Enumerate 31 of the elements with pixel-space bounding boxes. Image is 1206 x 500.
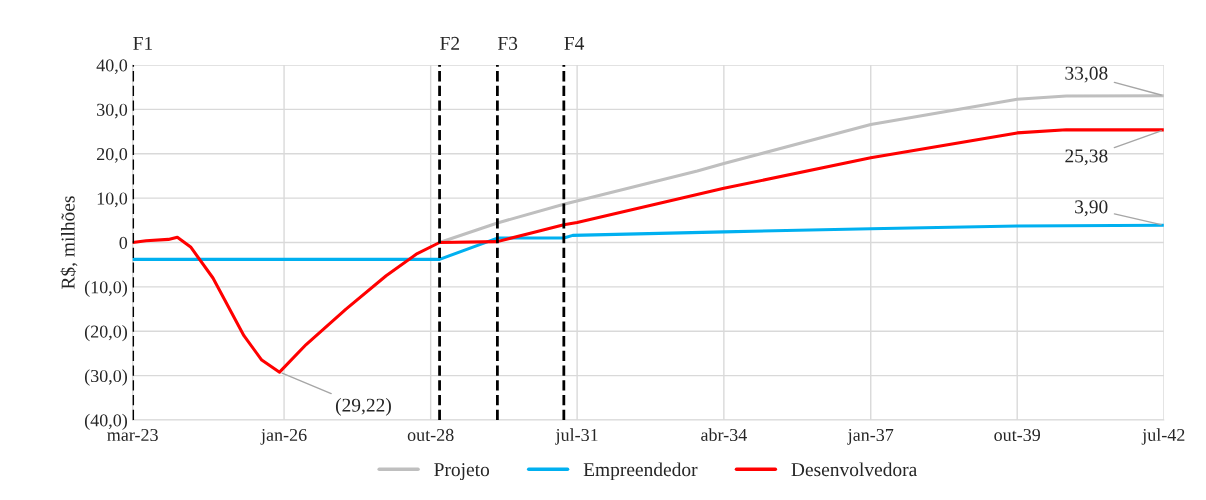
y-axis-title: R$, milhões: [60, 196, 78, 289]
ref-line-label: F1: [133, 36, 153, 50]
y-tick-label: 10,0: [97, 192, 128, 208]
annotation: 3,90: [1075, 200, 1108, 217]
y-tick-label: 40,0: [96, 59, 128, 75]
y-tick-label: 20,0: [96, 148, 128, 163]
line-series: [132, 128, 1164, 374]
ref-line-label: F4: [564, 36, 585, 50]
x-tick-label: jan-37: [847, 428, 894, 445]
x-tick-label: mar-23: [107, 428, 158, 442]
y-tick-label: 0: [119, 236, 128, 249]
ref-line-label: F3: [497, 36, 518, 50]
y-tick-label: (40,0): [84, 413, 128, 431]
annotation: (29,22): [335, 398, 391, 416]
x-tick-label: jul-31: [555, 428, 598, 445]
annotation: 33,08: [1065, 66, 1108, 83]
x-tick-label: abr-34: [701, 428, 747, 442]
x-tick-label: out-28: [407, 428, 454, 442]
x-tick-label: jul-42: [1141, 428, 1185, 445]
ref-line-label: F2: [440, 36, 460, 50]
line-series: [132, 223, 1164, 261]
y-tick-label: (20,0): [84, 324, 128, 342]
annotation: 25,38: [1065, 149, 1108, 166]
x-tick-label: jan-26: [260, 428, 307, 445]
y-tick-label: (30,0): [84, 369, 128, 386]
y-tick-label: 30,0: [97, 103, 128, 119]
legend-label: Desenvolvedora: [791, 462, 917, 477]
legend-label: Empreendedor: [583, 462, 698, 481]
x-tick-label: out-39: [994, 428, 1041, 442]
y-tick-label: (10,0): [84, 280, 128, 297]
legend-label: Projeto: [434, 463, 490, 481]
